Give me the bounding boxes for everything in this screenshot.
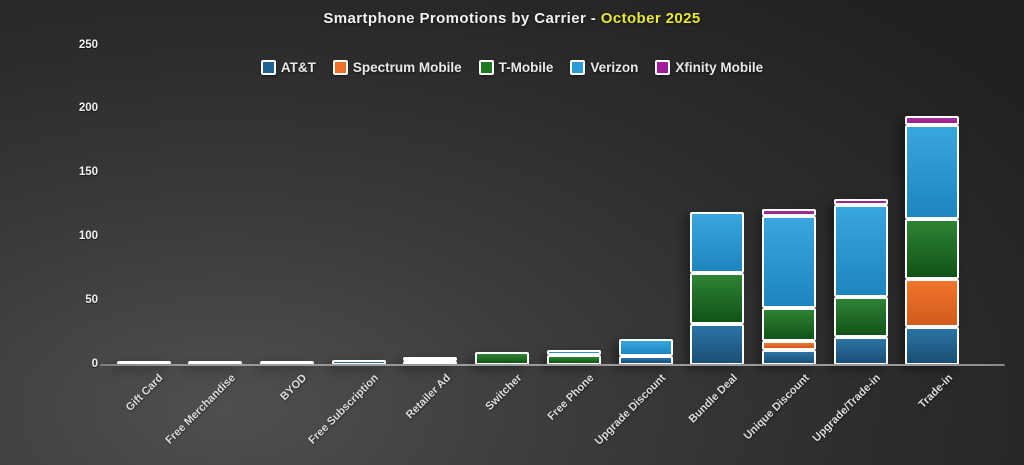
bar-segment: [761, 215, 816, 308]
x-tick-label: Upgrade/Trade-in: [810, 372, 884, 445]
bar-segment: [690, 211, 745, 273]
legend-item-4: Xfinity Mobile: [655, 59, 764, 75]
x-tick-label: Upgrade Discount: [592, 372, 669, 448]
bar-segment: [761, 307, 816, 341]
legend-swatch-icon: [332, 59, 348, 75]
bar-segment: [761, 349, 816, 365]
bar-segment: [761, 209, 816, 216]
legend-label: Verizon: [590, 59, 639, 75]
legend-swatch-icon: [570, 59, 586, 75]
bar-segment: [690, 324, 745, 365]
y-tick-label: 200: [78, 102, 98, 115]
bar-segment: [690, 273, 745, 325]
x-tick-label: Trade-in: [916, 372, 955, 411]
bar-free-phone: [546, 349, 601, 365]
legend-label: Xfinity Mobile: [675, 59, 764, 75]
bar-segment: [618, 339, 673, 357]
bar-segment: [546, 354, 601, 365]
bar-segment: [833, 205, 888, 298]
y-tick-label: 100: [78, 230, 98, 243]
y-tick-label: 250: [78, 38, 98, 51]
x-tick-label: Free Phone: [545, 372, 597, 423]
x-tick-label: Retailer Ad: [403, 372, 453, 422]
legend: AT&T Spectrum Mobile T-Mobile Verizon Xfinit…: [0, 56, 1024, 78]
x-axis-line: [100, 364, 1005, 366]
bar-segment: [761, 340, 816, 350]
bar-segment: [905, 115, 960, 125]
legend-label: T-Mobile: [498, 59, 554, 75]
bar-segment: [905, 219, 960, 280]
legend-label: Spectrum Mobile: [352, 59, 462, 75]
x-tick-label: Free Subscription: [306, 372, 382, 447]
x-tick-label: Bundle Deal: [686, 372, 740, 426]
bar-segment: [403, 357, 458, 361]
legend-label: AT&T: [280, 59, 316, 75]
bar-trade-in: [905, 115, 960, 365]
legend-item-1: Spectrum Mobile: [332, 59, 462, 75]
bar-segment: [546, 349, 601, 355]
bar-segment: [833, 336, 888, 365]
bar-segment: [331, 359, 386, 365]
legend-item-3: Verizon: [570, 59, 639, 75]
bar-segment: [833, 198, 888, 206]
legend-item-0: AT&T: [260, 59, 316, 75]
bar-unique-discount: [761, 209, 816, 365]
bar-upgrade-discount: [618, 339, 673, 365]
bar-segment: [833, 297, 888, 337]
chart-title: Smartphone Promotions by Carrier - Octob…: [0, 10, 1024, 27]
legend-item-2: T-Mobile: [478, 59, 554, 75]
bar-bundle-deal: [690, 211, 745, 365]
bar-segment: [905, 279, 960, 327]
y-tick-label: 0: [91, 358, 98, 370]
bar-free-subscription: [331, 359, 386, 365]
chart-title-main: Smartphone Promotions by Carrier -: [323, 10, 601, 27]
legend-swatch-icon: [260, 59, 276, 75]
x-tick-label: Switcher: [483, 372, 525, 413]
legend-swatch-icon: [655, 59, 671, 75]
x-tick-label: Free Merchandise: [163, 372, 238, 447]
bar-segment: [905, 124, 960, 220]
y-tick-label: 150: [78, 166, 98, 179]
chart-title-date: October 2025: [600, 10, 701, 27]
bar-segment: [905, 326, 960, 365]
y-tick-label: 50: [85, 294, 98, 307]
legend-swatch-icon: [478, 59, 494, 75]
x-tick-label: BYOD: [278, 372, 310, 403]
x-tick-label: Unique Discount: [741, 372, 812, 443]
x-tick-label: Gift Card: [124, 372, 166, 414]
bar-upgrade-trade-in: [833, 198, 888, 365]
